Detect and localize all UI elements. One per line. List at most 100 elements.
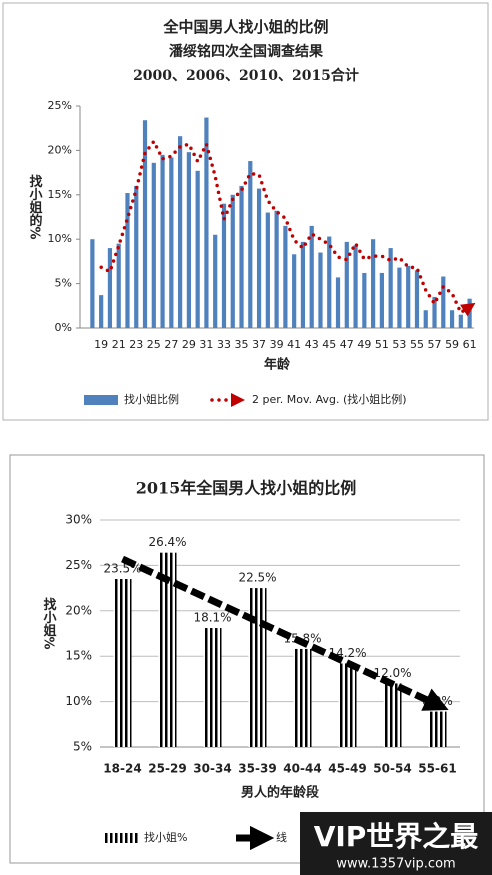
bar xyxy=(406,265,411,328)
x-tick-label: 30-34 xyxy=(193,762,231,776)
bar xyxy=(428,711,447,747)
bar xyxy=(327,236,332,328)
watermark-bg xyxy=(300,812,492,875)
x-tick-label: 35 xyxy=(235,338,249,351)
bar xyxy=(265,212,270,328)
bar xyxy=(344,241,349,328)
x-tick-label: 45 xyxy=(322,338,336,351)
value-label: 18.1% xyxy=(193,611,231,625)
x-tick-label: 61 xyxy=(463,338,477,351)
x-tick-label: 50-54 xyxy=(373,762,411,776)
x-tick-label: 39 xyxy=(270,338,284,351)
bar xyxy=(230,194,235,328)
x-tick-label: 41 xyxy=(287,338,301,351)
bar xyxy=(353,245,358,328)
bar xyxy=(283,225,288,328)
chart-frame xyxy=(9,454,485,864)
x-tick-label: 18-24 xyxy=(103,762,141,776)
chart-frame xyxy=(2,2,489,421)
x-tick-label: 45-49 xyxy=(328,762,366,776)
bar xyxy=(449,310,455,328)
bar xyxy=(195,170,200,328)
bar xyxy=(256,188,262,328)
x-tick-label: 53 xyxy=(392,338,406,351)
y-tick-label: 30% xyxy=(65,513,92,527)
bar xyxy=(371,239,376,328)
bar xyxy=(134,185,139,328)
x-tick-label: 57 xyxy=(428,338,442,351)
x-tick-label: 33 xyxy=(217,338,231,351)
bar xyxy=(441,276,446,328)
x-tick-label: 59 xyxy=(445,338,459,351)
trend-line xyxy=(99,138,476,317)
bar xyxy=(379,272,384,328)
bar xyxy=(274,210,279,328)
x-axis-title: 年龄 xyxy=(264,357,291,373)
bar xyxy=(458,314,463,328)
bar xyxy=(248,588,267,747)
bar xyxy=(151,162,156,328)
value-label: 15.8% xyxy=(283,631,321,645)
bar xyxy=(125,193,130,328)
legend-label: 2 per. Mov. Avg. (找小姐比例) xyxy=(252,392,407,406)
bar xyxy=(160,154,165,328)
bar xyxy=(309,225,314,328)
bar xyxy=(388,248,393,328)
bar xyxy=(169,157,174,328)
x-tick-label: 27 xyxy=(164,338,178,351)
y-tick-label: 10% xyxy=(48,232,72,245)
bar xyxy=(300,241,306,328)
chart-title: 2015年全国男人找小姐的比例 xyxy=(136,479,357,498)
x-tick-label: 21 xyxy=(112,338,126,351)
value-label: 22.5% xyxy=(238,571,276,585)
legend-label: 找小姐% xyxy=(144,830,187,844)
bar xyxy=(383,683,402,747)
y-tick-label: 25% xyxy=(65,558,92,572)
y-tick-label: 5% xyxy=(73,740,92,754)
x-tick-label: 47 xyxy=(340,338,354,351)
value-label: 12.0% xyxy=(373,666,411,680)
bar xyxy=(99,295,104,328)
legend-label: 线 xyxy=(276,830,287,844)
trend-line xyxy=(121,555,449,711)
chart-subtitle: 潘绥铭四次全国调查结果 xyxy=(169,43,324,60)
x-tick-label: 55 xyxy=(410,338,424,351)
y-tick-label: 15% xyxy=(48,188,72,201)
x-tick-label: 25-29 xyxy=(148,762,186,776)
x-tick-label: 43 xyxy=(305,338,319,351)
legend-swatch xyxy=(84,395,118,405)
x-tick-label: 40-44 xyxy=(283,762,321,776)
legend-label: 找小姐比例 xyxy=(124,392,179,406)
bar xyxy=(397,267,402,328)
bar xyxy=(293,648,312,747)
bar xyxy=(362,272,367,328)
watermark-title: VIP世界之最 xyxy=(314,820,479,853)
bar xyxy=(338,663,357,747)
x-tick-label: 37 xyxy=(252,338,266,351)
bar xyxy=(178,136,183,328)
bar xyxy=(414,270,420,328)
value-label: 23.5% xyxy=(103,562,141,576)
value-label: 26.4% xyxy=(148,535,186,549)
bar xyxy=(116,243,121,328)
bar xyxy=(292,254,297,328)
bar xyxy=(318,252,323,328)
y-tick-label: 5% xyxy=(55,277,72,290)
bar xyxy=(186,152,191,328)
bar xyxy=(423,310,428,328)
x-axis-title: 男人的年龄段 xyxy=(241,785,319,801)
chart-subtitle: 2000、2006、2010、2015合计 xyxy=(133,67,359,84)
bar xyxy=(213,234,218,328)
chart-title: 全中国男人找小姐的比例 xyxy=(162,18,328,36)
legend-swatch xyxy=(104,833,138,843)
bar xyxy=(204,117,209,328)
x-tick-label: 49 xyxy=(357,338,371,351)
bar xyxy=(221,203,227,328)
bar xyxy=(248,161,253,328)
x-tick-label: 29 xyxy=(182,338,196,351)
bar xyxy=(142,120,148,328)
y-tick-label: 10% xyxy=(65,694,92,708)
y-tick-label: 20% xyxy=(65,603,92,617)
